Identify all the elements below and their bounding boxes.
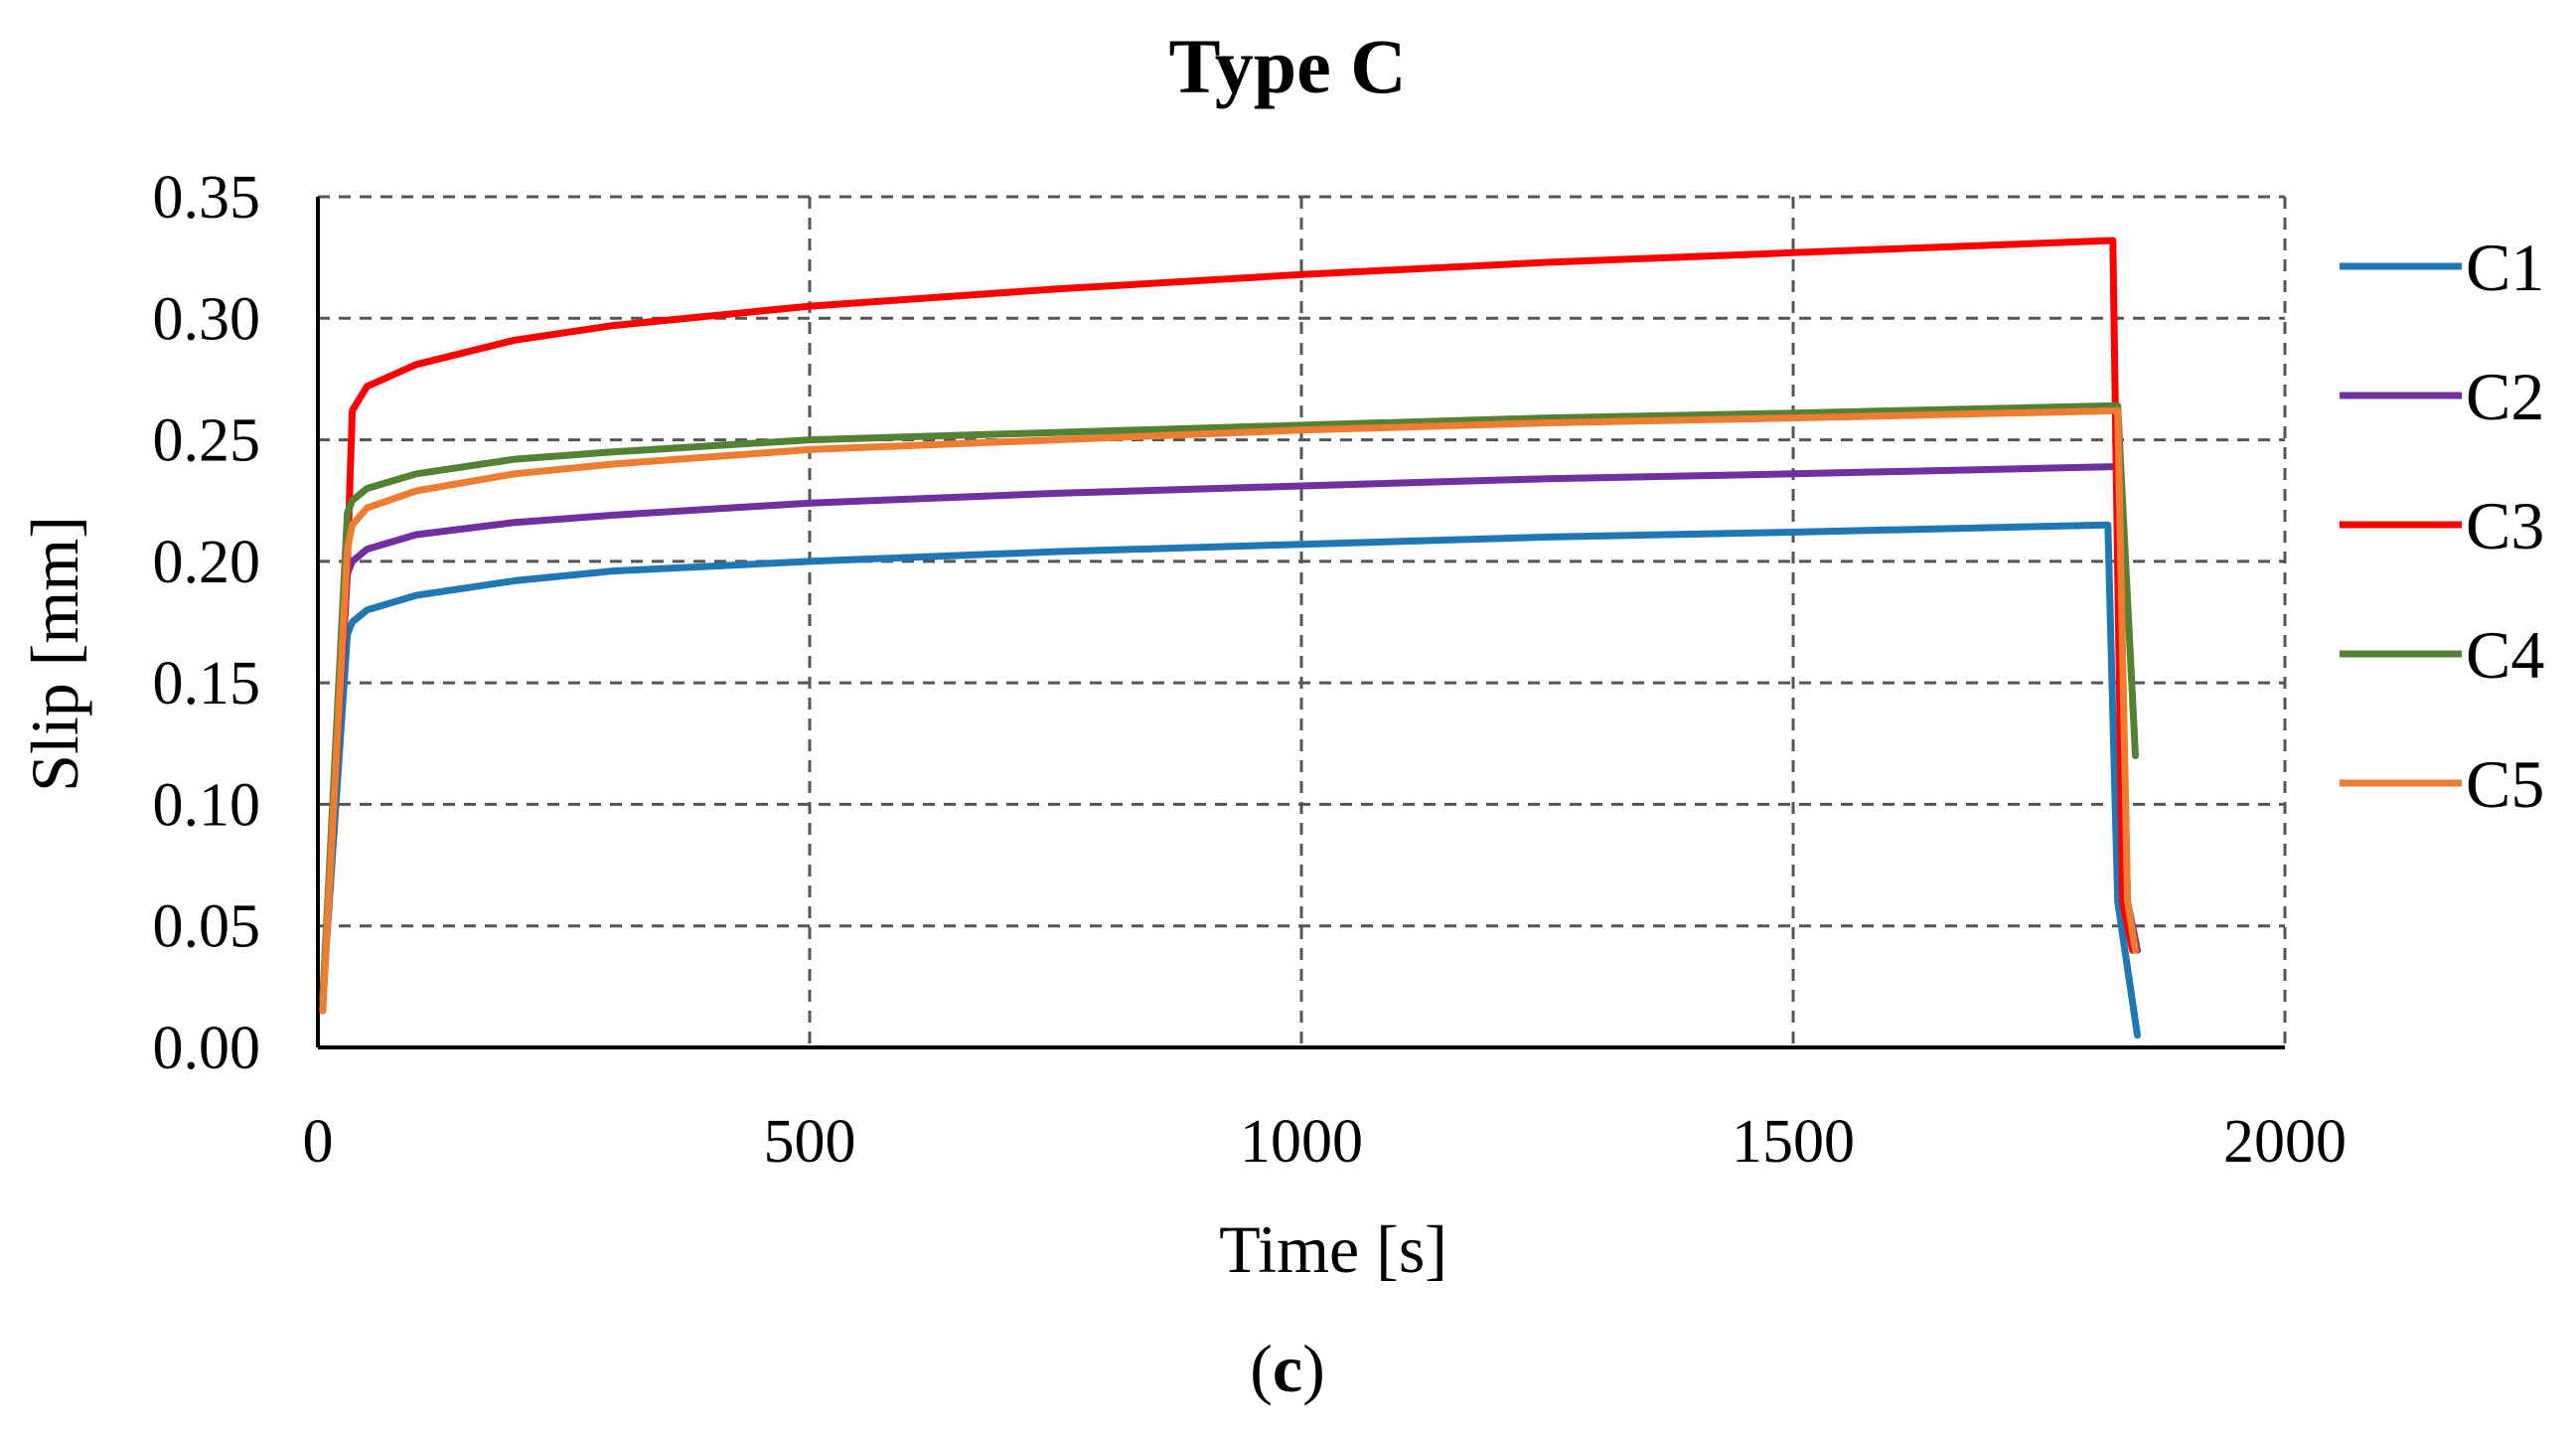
legend-label-c3: C3 (2466, 488, 2544, 563)
y-tick-label: 0.05 (153, 893, 261, 961)
y-tick-label: 0.15 (153, 650, 261, 718)
y-tick-label: 0.25 (153, 407, 261, 475)
y-tick-label: 0.35 (153, 164, 261, 232)
x-tick-label: 0 (303, 1108, 334, 1176)
legend-label-c1: C1 (2466, 230, 2544, 305)
x-tick-label: 500 (764, 1108, 856, 1176)
figure-caption: (c) (1250, 1331, 1325, 1406)
legend-label-c2: C2 (2466, 359, 2544, 434)
legend: C1 C2 C3 C4 C5 (2340, 230, 2544, 822)
y-tick-label: 0.20 (153, 529, 261, 596)
series-line-c1 (319, 521, 2141, 1039)
x-axis-label: Time [s] (1219, 1211, 1447, 1287)
grid-lines (318, 195, 2287, 1047)
legend-label-c4: C4 (2466, 617, 2544, 693)
x-tick-label: 1000 (1240, 1108, 1363, 1176)
chart-title: Type C (1168, 23, 1406, 109)
y-tick-label: 0.10 (153, 771, 261, 839)
x-tick-labels: 0 500 1000 1500 2000 (303, 1108, 2348, 1176)
y-tick-label: 0.00 (153, 1015, 261, 1082)
caption-close: ) (1302, 1331, 1325, 1406)
x-tick-label: 1500 (1732, 1108, 1855, 1176)
y-axis-label: Slip [mm] (17, 516, 92, 792)
axes (316, 197, 2285, 1049)
x-tick-label: 2000 (2223, 1108, 2347, 1176)
caption-letter: c (1273, 1331, 1302, 1406)
series-line-c5 (319, 406, 2139, 1015)
data-series (319, 237, 2141, 1039)
caption-open: ( (1250, 1331, 1273, 1406)
series-line-c2 (319, 463, 2141, 1003)
series-line-c3 (319, 237, 2137, 1003)
y-tick-label: 0.30 (153, 285, 261, 353)
series-line-c4 (319, 401, 2139, 1003)
legend-label-c5: C5 (2466, 746, 2544, 822)
y-tick-labels: 0.00 0.05 0.10 0.15 0.20 0.25 0.30 0.35 (153, 164, 261, 1082)
